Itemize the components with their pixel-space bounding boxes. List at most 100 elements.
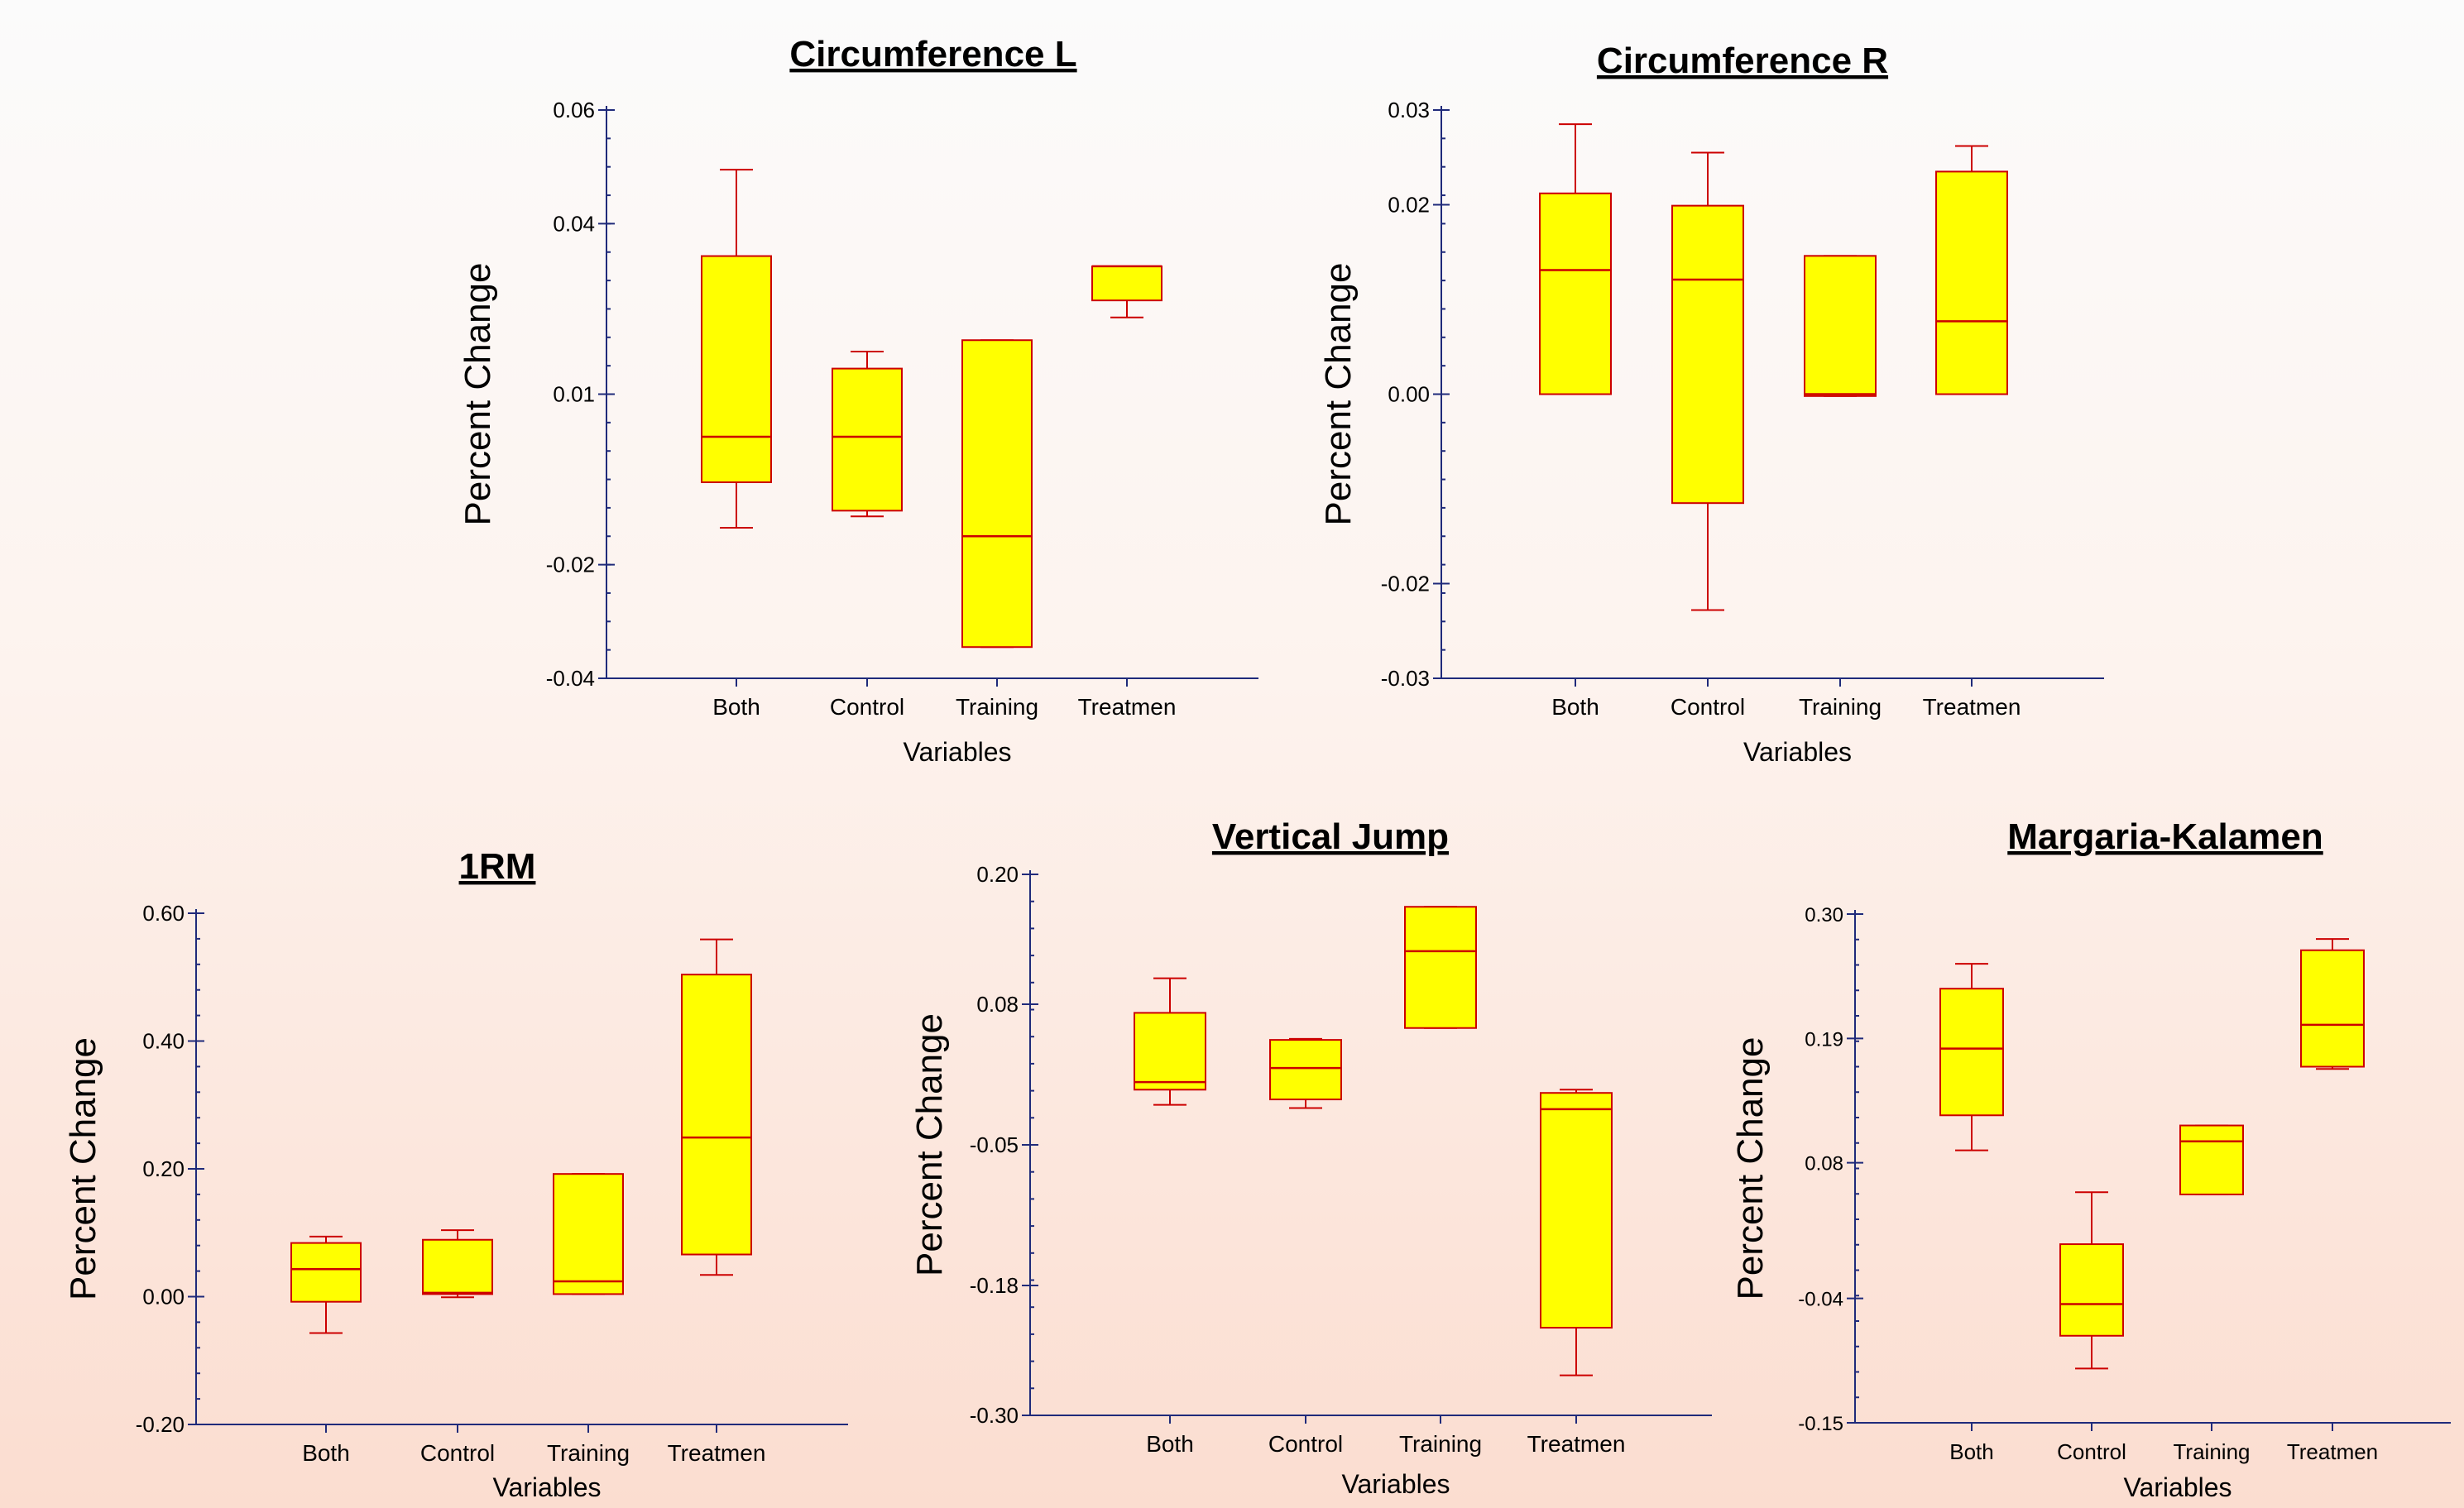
x-tick-label: Training (2174, 1439, 2251, 1464)
box-plot-both (290, 1235, 362, 1334)
box-plot-control (1269, 1037, 1342, 1109)
iqr-box (2059, 1243, 2124, 1337)
y-tick-label: 0.08 (976, 992, 1019, 1017)
x-tick-label: Both (1146, 1431, 1194, 1457)
y-tick-label: -0.30 (970, 1403, 1019, 1428)
y-axis-label: Percent Change (909, 1013, 950, 1276)
y-tick-label: 0.30 (1805, 904, 1843, 926)
x-tick-label: Control (830, 694, 904, 720)
y-axis-label: Percent Change (1318, 263, 1359, 526)
x-tick-label: Training (547, 1440, 630, 1466)
chart-title: Circumference L (789, 34, 1076, 74)
iqr-box (701, 255, 772, 483)
y-tick-label: 0.40 (142, 1029, 185, 1054)
iqr-box (1269, 1039, 1342, 1101)
box-plot-treatmen (1091, 265, 1162, 318)
y-tick-label: 0.00 (142, 1285, 185, 1309)
x-tick-label: Both (1551, 694, 1599, 720)
y-axis-label: Percent Change (63, 1037, 103, 1300)
y-tick-label: -0.03 (1381, 666, 1430, 691)
y-tick-label: 0.08 (1805, 1153, 1843, 1175)
y-tick-label: 0.00 (1388, 382, 1430, 407)
box-plot-training (961, 339, 1033, 649)
iqr-box (422, 1238, 493, 1295)
iqr-box (1540, 1092, 1613, 1329)
y-tick-label: -0.02 (546, 553, 595, 577)
y-tick-label: 0.20 (142, 1156, 185, 1181)
chart-title: Margaria-Kalamen (2007, 816, 2323, 857)
box-plot-control (2059, 1191, 2124, 1370)
x-tick-label: Both (1949, 1439, 1994, 1464)
x-tick-label: Training (1399, 1431, 1482, 1457)
iqr-box (2300, 949, 2365, 1068)
chart-panel-3: 1RM -0.20 0.00 0.20 0.40 0.60 Both Control Train… (63, 846, 848, 1502)
chart-panel-5: Margaria-Kalamen -0.15 -0.04 0.08 0.19 0.30 Bo… (1730, 816, 2451, 1502)
x-tick-label: Control (1268, 1431, 1343, 1457)
box-plot-control (1671, 151, 1744, 611)
x-tick-label: Control (2057, 1439, 2126, 1464)
iqr-box (1935, 170, 2008, 395)
x-tick-label: Treatmen (1527, 1431, 1626, 1457)
y-tick-label: 0.01 (553, 382, 595, 407)
box-plot-control (422, 1229, 493, 1299)
iqr-box (1804, 255, 1877, 397)
box-plot-training (553, 1173, 624, 1295)
chart-panel-1: Circumference L -0.04 -0.02 0.01 0.04 0.06 Bot… (458, 34, 1258, 767)
y-tick-label: -0.04 (1798, 1289, 1843, 1311)
x-tick-label: Both (302, 1440, 350, 1466)
y-tick-label: -0.18 (970, 1273, 1019, 1298)
chart-panel-2: Circumference R -0.03 -0.02 0.00 0.02 0.03 Bot… (1318, 41, 2104, 767)
chart-title: 1RM (459, 846, 536, 887)
y-axis-label: Percent Change (458, 263, 498, 526)
x-axis-label: Variables (2123, 1472, 2232, 1502)
x-axis-label: Variables (903, 737, 1011, 767)
iqr-box (1939, 988, 2004, 1117)
y-tick-label: 0.04 (553, 211, 595, 236)
iqr-box (832, 367, 903, 512)
y-tick-label: -0.05 (970, 1132, 1019, 1157)
chart-title: Vertical Jump (1212, 816, 1449, 857)
iqr-box (2179, 1124, 2244, 1195)
x-axis-label: Variables (1743, 737, 1852, 767)
x-axis-label: Variables (1341, 1469, 1450, 1499)
y-tick-label: -0.15 (1798, 1413, 1843, 1435)
box-plot-both (1539, 123, 1612, 395)
y-tick-label: 0.02 (1388, 193, 1430, 218)
box-plot-treatmen (2300, 938, 2365, 1070)
box-plot-control (832, 350, 903, 518)
box-plot-training (2179, 1124, 2244, 1195)
iqr-box (1134, 1012, 1206, 1091)
box-plot-both (1939, 963, 2004, 1151)
y-tick-label: -0.02 (1381, 572, 1430, 596)
chart-panel-4: Vertical Jump -0.30 -0.18 -0.05 0.08 0.20 Both… (909, 816, 1712, 1499)
y-tick-label: 0.20 (976, 862, 1019, 887)
box-plot-training (1804, 255, 1877, 397)
x-tick-label: Treatmen (2287, 1439, 2378, 1464)
iqr-box (1091, 265, 1162, 302)
y-axis-label: Percent Change (1730, 1037, 1771, 1300)
iqr-box (553, 1173, 624, 1295)
y-tick-label: 0.60 (142, 901, 185, 926)
y-tick-label: -0.20 (136, 1412, 185, 1437)
box-plot-training (1404, 906, 1477, 1029)
x-tick-label: Training (1799, 694, 1882, 720)
iqr-box (290, 1242, 362, 1303)
iqr-box (961, 339, 1033, 649)
x-tick-label: Treatmen (1078, 694, 1177, 720)
x-axis-label: Variables (492, 1472, 601, 1502)
x-tick-label: Both (712, 694, 760, 720)
box-plot-both (1134, 977, 1206, 1106)
y-tick-label: 0.06 (553, 98, 595, 122)
y-tick-label: 0.19 (1805, 1028, 1843, 1051)
x-tick-label: Treatmen (668, 1440, 766, 1466)
x-tick-label: Control (1671, 694, 1745, 720)
box-plot-both (701, 169, 772, 529)
iqr-box (1539, 192, 1612, 395)
box-plot-treatmen (681, 938, 752, 1276)
x-tick-label: Treatmen (1923, 694, 2021, 720)
iqr-box (681, 974, 752, 1256)
x-tick-label: Control (420, 1440, 495, 1466)
y-tick-label: 0.03 (1388, 98, 1430, 122)
box-plot-treatmen (1540, 1089, 1613, 1376)
